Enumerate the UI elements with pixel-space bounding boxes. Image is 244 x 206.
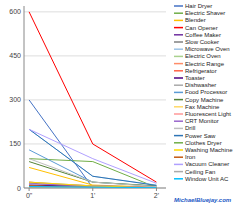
legend-swatch <box>174 34 183 36</box>
y-tick-label: 600 <box>9 8 21 15</box>
legend-swatch <box>174 164 183 166</box>
series-line <box>29 186 156 188</box>
y-tick-label: 0 <box>17 185 21 192</box>
x-tick <box>156 188 157 191</box>
legend-swatch <box>174 92 183 94</box>
legend-swatch <box>174 70 183 72</box>
legend-swatch <box>174 178 183 180</box>
series-line <box>29 182 156 188</box>
series-line <box>29 129 156 185</box>
legend-swatch <box>174 120 183 122</box>
x-tick-label: 0" <box>26 192 33 199</box>
legend-swatch <box>174 142 183 144</box>
legend-label: Electric Oven <box>185 53 221 59</box>
series-line <box>29 187 156 188</box>
x-tick <box>92 188 93 191</box>
x-tick <box>29 188 30 191</box>
y-axis-line <box>24 6 25 188</box>
series-line <box>29 129 156 183</box>
legend-swatch <box>174 156 183 158</box>
legend-label: Dishwasher <box>185 82 216 88</box>
legend-label: Clothes Dryer <box>185 140 222 146</box>
legend-swatch <box>174 48 183 50</box>
grid-line <box>24 99 166 100</box>
legend-swatch <box>174 99 183 101</box>
legend-swatch <box>174 63 183 65</box>
legend-label: Hair Dryer <box>185 3 212 9</box>
legend-label: Iron <box>185 154 195 160</box>
legend-swatch <box>174 12 183 14</box>
y-tick-label: 150 <box>9 140 21 147</box>
y-tick-label: 300 <box>9 96 21 103</box>
legend-label: Coffee Maker <box>185 32 221 38</box>
x-tick-label: 2' <box>154 192 159 199</box>
grid-line <box>24 188 166 189</box>
legend-swatch <box>174 56 183 58</box>
legend-swatch <box>174 128 183 130</box>
series-line <box>29 187 156 188</box>
legend-label: Power Saw <box>185 133 216 139</box>
grid-line <box>24 143 166 144</box>
legend-swatch <box>174 171 183 173</box>
legend-label: Copy Machine <box>185 97 224 103</box>
legend-label: Can Opener <box>185 25 218 31</box>
legend-label: Slow Cooker <box>185 39 219 45</box>
legend-label: Washing Machine <box>185 147 233 153</box>
legend-label: Window Unit AC <box>185 176 229 182</box>
y-axis: 0 150 300 450 600 <box>9 8 166 191</box>
watermark: MichaelBluejay.com <box>174 197 232 203</box>
y-tick-label: 450 <box>9 52 21 59</box>
legend-label: Electric Range <box>185 61 225 67</box>
x-tick-label: 1' <box>90 192 95 199</box>
legend-swatch <box>174 20 183 22</box>
legend-label: Drill <box>185 125 195 131</box>
legend-swatch <box>174 27 183 29</box>
legend-label: Electric Shaver <box>185 10 225 16</box>
lines <box>29 12 156 188</box>
series-line <box>29 129 156 185</box>
legend: Hair DryerElectric ShaverBlender Can Open… <box>174 3 233 182</box>
legend-label: Fax Machine <box>185 104 220 110</box>
legend-swatch <box>174 5 183 7</box>
legend-label: Fluorescent Light <box>185 111 231 117</box>
legend-swatch <box>174 149 183 151</box>
legend-swatch <box>174 135 183 137</box>
legend-swatch <box>174 77 183 79</box>
grid-line <box>24 11 166 12</box>
legend-swatch <box>174 84 183 86</box>
chart: 0 150 300 450 600 0" 1' 2' Hair DryerElectric Sh… <box>0 0 244 206</box>
legend-label: Microwave Oven <box>185 46 230 52</box>
legend-label: Toaster <box>185 75 205 81</box>
legend-label: Blender <box>185 17 206 23</box>
legend-swatch <box>174 41 183 43</box>
legend-label: Refrigerator <box>185 68 217 74</box>
x-axis-line <box>24 188 166 189</box>
legend-label: Ceiling Fan <box>185 169 215 175</box>
legend-label: Vacuum Cleaner <box>185 161 229 167</box>
series-line <box>29 150 156 186</box>
series-line <box>29 12 156 182</box>
legend-label: Food Processor <box>185 89 227 95</box>
legend-swatch <box>174 113 183 115</box>
grid-line <box>24 55 166 56</box>
legend-swatch <box>174 106 183 108</box>
x-axis: 0" 1' 2' <box>26 188 159 199</box>
legend-label: CRT Monitor <box>185 118 219 124</box>
